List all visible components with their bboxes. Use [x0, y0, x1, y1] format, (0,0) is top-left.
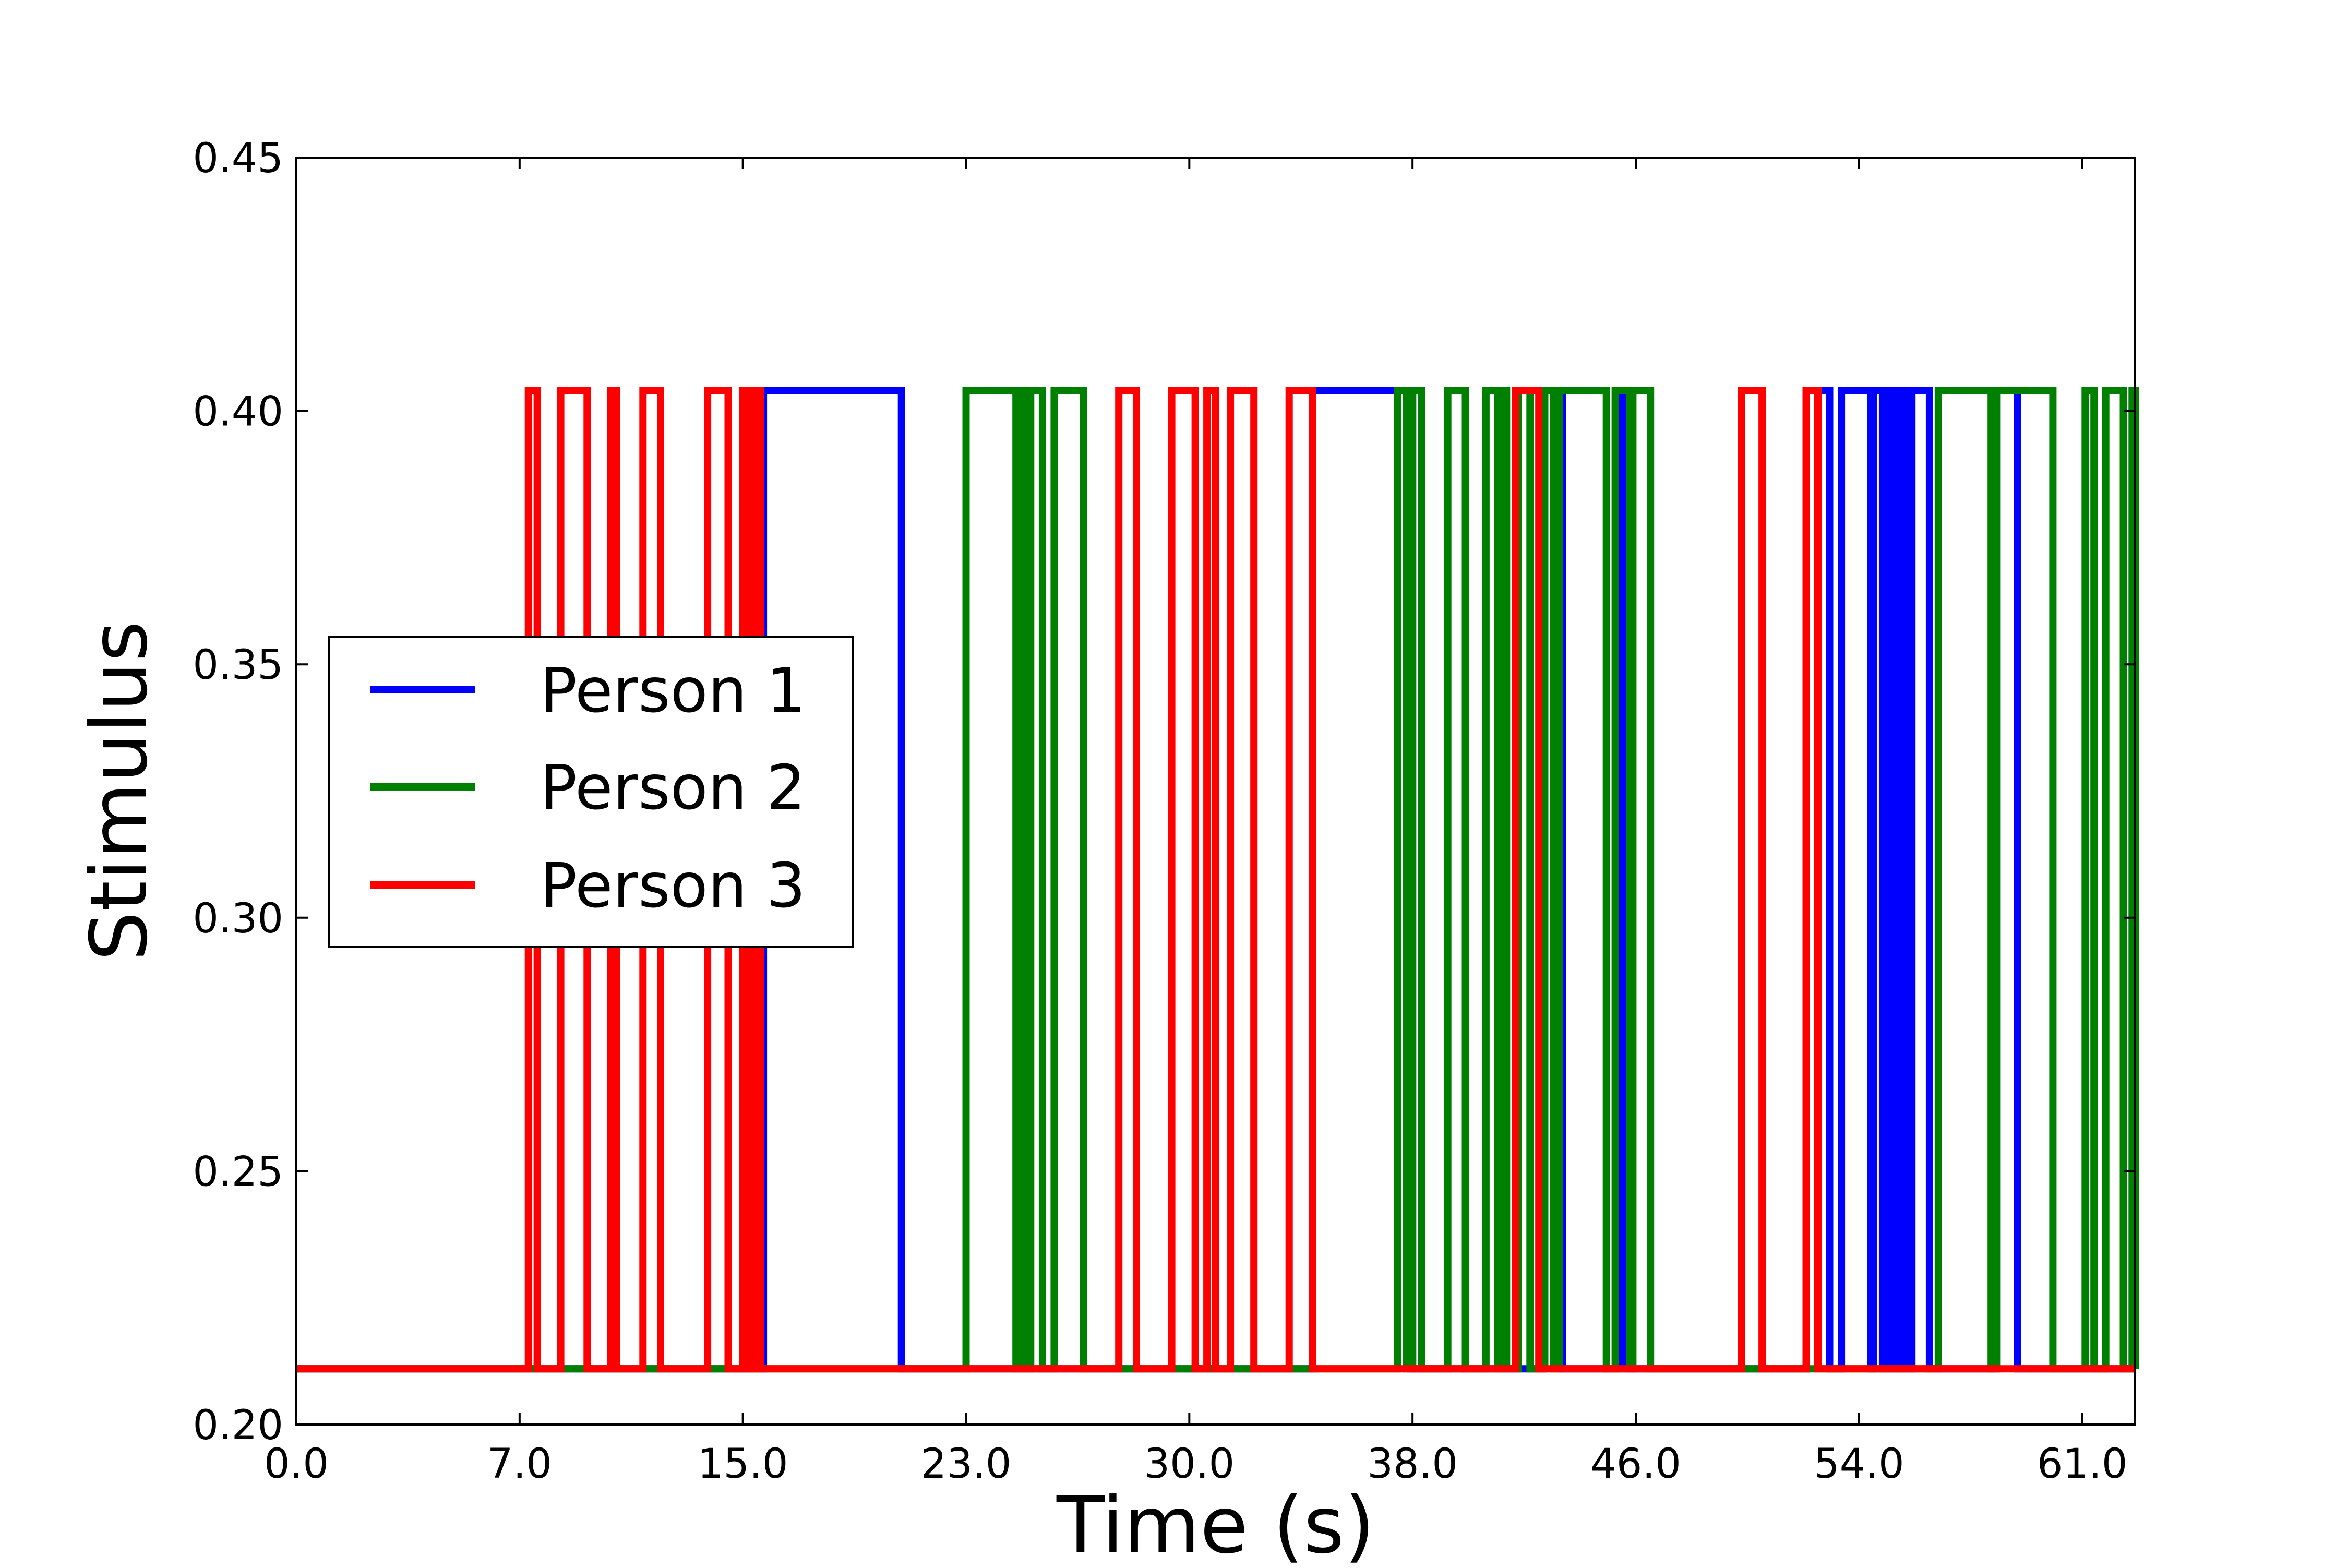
- y-tick-label: 0.20: [193, 1402, 283, 1449]
- y-tick-label: 0.25: [193, 1148, 283, 1195]
- legend-label-person-1: Person 1: [540, 654, 806, 726]
- y-tick-label: 0.35: [193, 642, 283, 689]
- x-tick-label: 0.0: [264, 1441, 329, 1488]
- x-axis-title: Time (s): [1056, 1480, 1375, 1565]
- x-tick-label: 38.0: [1367, 1441, 1458, 1488]
- x-tick-label: 46.0: [1590, 1441, 1681, 1488]
- series-line-person-3: [296, 387, 2135, 1373]
- y-tick-label: 0.40: [193, 389, 283, 436]
- legend: Person 1 Person 2 Person 3: [328, 636, 854, 948]
- series-layer: [296, 387, 2139, 1373]
- plot-frame: [295, 157, 2136, 1426]
- legend-label-person-2: Person 2: [540, 751, 806, 823]
- x-tick-label: 7.0: [487, 1441, 552, 1488]
- x-tick-label: 61.0: [2037, 1441, 2128, 1488]
- x-tick-label: 54.0: [1814, 1441, 1904, 1488]
- y-axis-title: Stimulus: [74, 621, 165, 961]
- y-tick-label: 0.30: [193, 895, 283, 942]
- x-tick-label: 15.0: [698, 1441, 788, 1488]
- y-tick-label: 0.45: [193, 135, 283, 182]
- tick-layer: 0.0 7.0 15.0 23.0 30.0 38.0 46.0 54.0 61.0 0.20 0.…: [193, 135, 2135, 1488]
- x-tick-label: 23.0: [921, 1441, 1012, 1488]
- legend-label-person-3: Person 3: [540, 849, 806, 921]
- x-tick-label: 30.0: [1144, 1441, 1235, 1488]
